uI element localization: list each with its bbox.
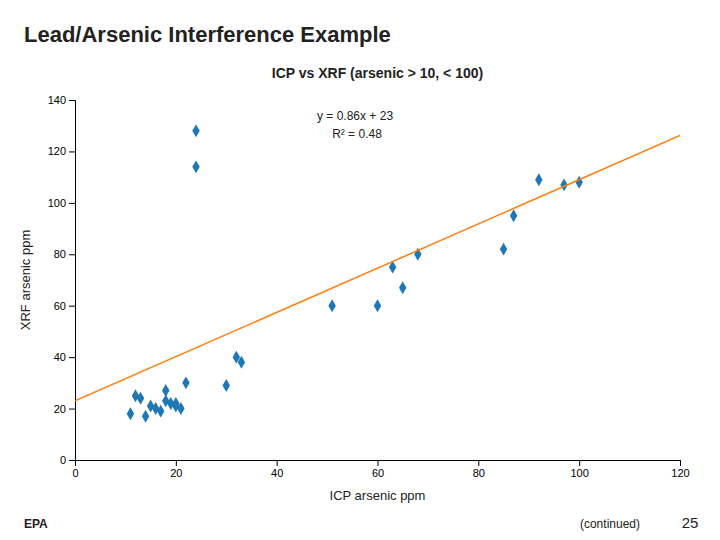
tick-label: 20 [170,467,182,479]
tick-label: 60 [372,467,384,479]
tick: 100 [48,197,75,209]
tick: 40 [54,351,75,363]
tick-mark [579,460,580,466]
tick-mark [69,409,75,410]
tick-label: 100 [48,197,66,209]
point [182,376,189,389]
point [192,124,199,137]
tick-label: 0 [72,467,78,479]
marks [75,124,680,422]
tick: 100 [570,460,588,479]
annotation: R² = 0.48 [332,127,382,141]
tick: 120 [671,460,689,479]
tick-label: 20 [54,403,66,415]
tick: 40 [271,460,283,479]
y-axis: 0 20 40 60 80 100 120 140 [48,94,76,466]
subtitle: ICP vs XRF (arsenic > 10, < 100) [272,65,483,81]
point [223,379,230,392]
tick: 140 [48,94,75,106]
point [328,299,335,312]
chart: Lead/Arsenic Interference Example ICP vs … [0,0,720,540]
tick: 20 [54,403,75,415]
tick-mark [69,203,75,204]
point [142,410,149,423]
annotations: y = 0.86x + 23 R² = 0.48 (continued) 25 EPA [24,109,698,531]
x-axis-label: ICP arsenic ppm [330,488,426,503]
tick-mark [378,460,379,466]
point [192,160,199,173]
annotation: (continued) [580,517,640,531]
tick-mark [478,460,479,466]
line [75,135,680,400]
point [399,281,406,294]
tick: 60 [372,460,384,479]
tick: 120 [48,145,75,157]
point [535,173,542,186]
tick-mark [69,460,75,461]
point [177,402,184,415]
tick: 0 [60,454,75,466]
tick-mark [69,151,75,152]
point [127,407,134,420]
tick: 80 [473,460,485,479]
tick-label: 60 [54,300,66,312]
tick-mark [69,254,75,255]
tick-label: 100 [570,467,588,479]
point [157,405,164,418]
point [162,384,169,397]
annotation: y = 0.86x + 23 [317,109,393,123]
axis-line [69,101,76,461]
tick-mark [176,460,177,466]
plot: 0 20 40 60 80 100 120 0 20 40 60 80 100 120 140 [48,94,690,479]
x-axis: 0 20 40 60 80 100 120 [72,460,689,479]
tick: 80 [54,248,75,260]
tick-label: 40 [271,467,283,479]
y-axis-label: XRF arsenic ppm [18,230,33,330]
tick-mark [69,306,75,307]
point [374,299,381,312]
point [137,392,144,405]
title: Lead/Arsenic Interference Example [24,22,391,47]
tick-label: 80 [54,248,66,260]
tick-mark [69,357,75,358]
tick-label: 0 [60,454,66,466]
tick-mark [680,460,681,466]
tick-mark [277,460,278,466]
point [500,243,507,256]
point [510,209,517,222]
annotation: EPA [24,517,48,531]
tick: 0 [72,460,78,479]
tick-label: 120 [671,467,689,479]
axis-line [76,461,681,467]
tick-label: 40 [54,351,66,363]
point [238,356,245,369]
tick-label: 80 [473,467,485,479]
annotation: 25 [682,514,699,531]
tick-label: 120 [48,145,66,157]
tick-label: 140 [48,94,66,106]
tick: 20 [170,460,182,479]
tick: 60 [54,300,75,312]
tick-mark [69,100,75,101]
